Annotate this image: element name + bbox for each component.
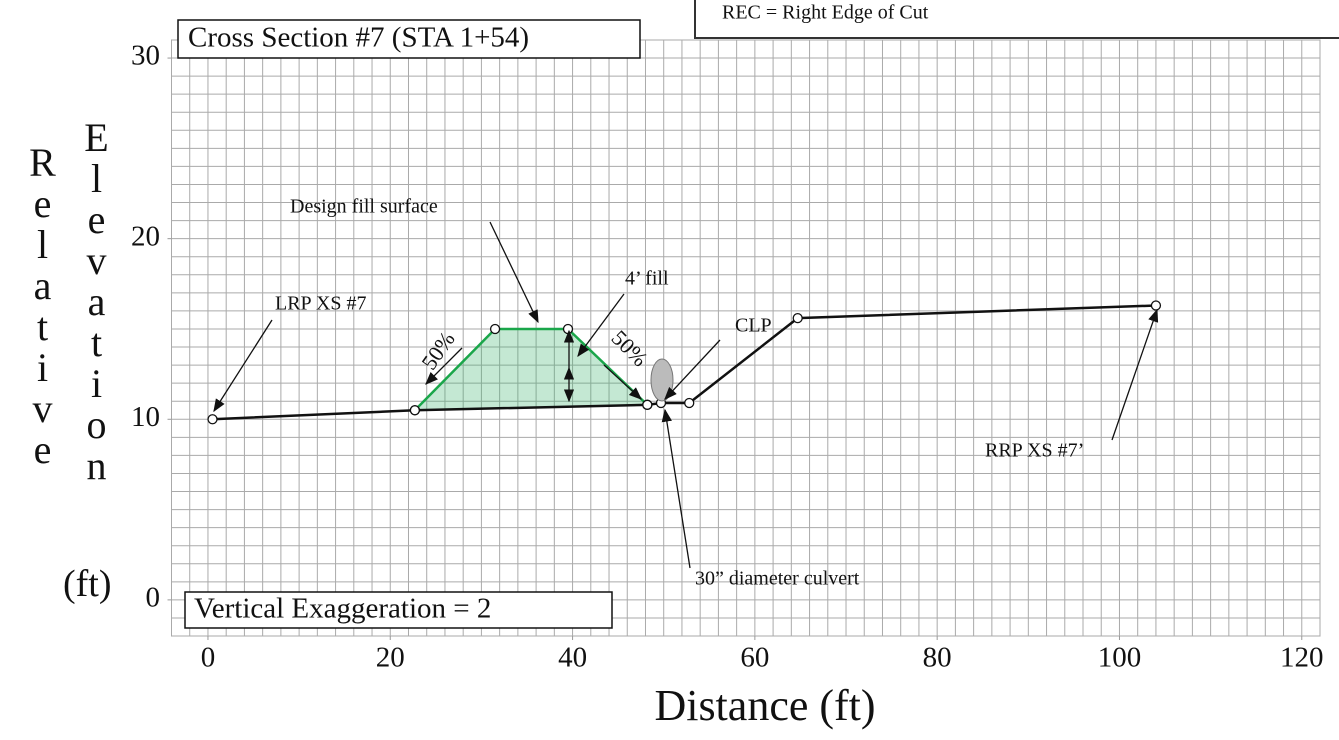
annotation-arrow (661, 408, 691, 569)
x-tick-label: 20 (376, 642, 405, 674)
x-tick-label: 100 (1098, 642, 1142, 674)
survey-point (562, 323, 574, 335)
x-axis-label: Distance (ft) (654, 681, 875, 730)
survey-point (1150, 300, 1162, 311)
y-axis-label: (ft) (63, 563, 112, 605)
annotation-arrow (577, 293, 625, 358)
y-tick-label: 0 (146, 582, 161, 614)
chart-title: Cross Section #7 (STA 1+54) (188, 22, 529, 54)
survey-point (409, 405, 421, 416)
y-tick-label: 30 (131, 40, 160, 72)
y-tick-label: 20 (131, 220, 160, 252)
x-tick-label: 60 (740, 642, 769, 674)
survey-point (207, 414, 218, 425)
annotation-arrow (425, 347, 463, 385)
annotation: CLP (735, 315, 772, 337)
profile-line (413, 327, 649, 412)
legend-text: REC = Right Edge of Cut (722, 2, 929, 24)
annotation: LRP XS #7 (275, 293, 367, 315)
survey-point (642, 399, 653, 410)
legend-box (694, 0, 1339, 39)
survey-point (684, 397, 695, 409)
annotation: RRP XS #7’ (985, 440, 1084, 462)
annotation-arrow (213, 319, 273, 413)
y-axis-label: Relative (20, 140, 65, 468)
annotation-arrow (603, 364, 642, 400)
x-tick-label: 120 (1280, 642, 1324, 674)
annotation: 30” diameter culvert (695, 568, 860, 590)
subtitle-box (184, 591, 613, 629)
y-tick-label: 10 (131, 401, 160, 433)
x-tick-label: 0 (201, 642, 216, 674)
chart-subtitle: Vertical Exaggeration = 2 (194, 593, 491, 625)
annotation-arrow (1111, 308, 1159, 441)
plot-area (171, 39, 1321, 637)
y-axis-label: Elevation (74, 115, 119, 484)
annotation-arrow (664, 339, 721, 400)
annotation-arrow (489, 221, 539, 324)
title-box (177, 19, 641, 59)
survey-point (792, 312, 803, 324)
survey-point (489, 323, 501, 335)
annotation: Design fill surface (290, 196, 438, 218)
x-tick-label: 80 (923, 642, 952, 674)
x-tick-label: 40 (558, 642, 587, 674)
annotation: 4’ fill (625, 268, 669, 290)
